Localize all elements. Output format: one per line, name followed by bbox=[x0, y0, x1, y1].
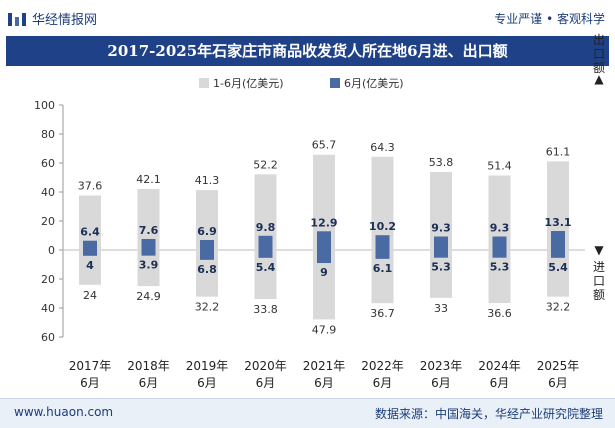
y-tick-label: 60 bbox=[41, 157, 55, 170]
footer: www.huaon.com 数据来源：中国海关，华经产业研究院整理 bbox=[0, 398, 615, 428]
bar-june bbox=[258, 235, 273, 258]
x-tick-label-month: 6月 bbox=[373, 376, 393, 390]
bar-june bbox=[551, 231, 565, 258]
x-tick-label-month: 6月 bbox=[314, 376, 334, 390]
data-label-export-1-6: 37.6 bbox=[78, 179, 103, 192]
bar-1-6 bbox=[79, 195, 101, 285]
x-tick-label-year: 2023年 bbox=[420, 359, 463, 373]
data-label-import-june: 3.9 bbox=[139, 259, 159, 272]
bar-june bbox=[375, 235, 390, 259]
x-tick-label-year: 2021年 bbox=[303, 359, 346, 373]
x-tick-label-year: 2019年 bbox=[186, 359, 229, 373]
data-label-export-june: 9.8 bbox=[256, 221, 276, 234]
data-label-export-1-6: 53.8 bbox=[429, 156, 454, 169]
legend-label-series1: 1-6月(亿美元) bbox=[213, 77, 284, 90]
y-tick-label: 0 bbox=[48, 244, 55, 257]
data-label-export-june: 6.4 bbox=[80, 226, 100, 239]
data-label-export-june: 10.2 bbox=[369, 220, 396, 233]
x-tick-label-year: 2018年 bbox=[127, 359, 170, 373]
y-tick-label: 20 bbox=[41, 215, 55, 228]
data-label-export-1-6: 52.2 bbox=[253, 158, 278, 171]
data-label-export-june: 9.3 bbox=[490, 222, 510, 235]
x-tick-label-month: 6月 bbox=[139, 376, 159, 390]
x-tick-label-month: 6月 bbox=[548, 376, 568, 390]
brand[interactable]: 华经情报网 bbox=[8, 9, 97, 28]
x-tick-label-year: 2024年 bbox=[478, 359, 521, 373]
data-label-export-1-6: 41.3 bbox=[195, 174, 220, 187]
export-axis-label: 出口额 bbox=[592, 33, 605, 75]
export-arrow-icon: ▲ bbox=[594, 72, 604, 86]
bar-june bbox=[200, 239, 214, 260]
x-tick-label-month: 6月 bbox=[80, 376, 100, 390]
data-label-import-1-6: 24 bbox=[83, 289, 97, 302]
bar-june bbox=[434, 236, 448, 258]
import-axis-label: 进口额 bbox=[592, 260, 605, 302]
data-label-import-1-6: 36.7 bbox=[370, 307, 395, 320]
y-tick-label: 100 bbox=[34, 99, 55, 112]
data-label-export-1-6: 64.3 bbox=[370, 141, 395, 154]
bar-1-6 bbox=[547, 161, 569, 297]
x-tick-label-year: 2020年 bbox=[244, 359, 287, 373]
data-label-export-1-6: 42.1 bbox=[136, 173, 161, 186]
legend-swatch-series1 bbox=[199, 78, 209, 88]
y-tick-label: 20 bbox=[41, 273, 55, 286]
data-label-import-june: 5.4 bbox=[256, 261, 276, 274]
data-label-import-1-6: 33.8 bbox=[253, 303, 278, 316]
footer-url[interactable]: www.huaon.com bbox=[14, 405, 114, 419]
data-label-import-1-6: 32.2 bbox=[546, 301, 571, 314]
top-bar: 华经情报网 专业严谨 • 客观科学 bbox=[0, 0, 615, 36]
bar-june bbox=[492, 236, 507, 258]
y-tick-label: 40 bbox=[41, 302, 55, 315]
tagline: 专业严谨 • 客观科学 bbox=[494, 12, 605, 26]
bar-june bbox=[317, 231, 331, 264]
chart: 1-6月(亿美元) 6月(亿美元) 100 80 60 40 20 0 20 40 60 37.6 24… bbox=[34, 77, 585, 390]
x-tick-label-year: 2017年 bbox=[69, 359, 112, 373]
data-label-import-1-6: 24.9 bbox=[136, 290, 161, 303]
data-label-export-june: 6.9 bbox=[197, 225, 217, 238]
data-label-export-1-6: 61.1 bbox=[546, 145, 571, 158]
data-label-import-june: 5.3 bbox=[431, 261, 451, 274]
data-label-export-june: 9.3 bbox=[431, 222, 451, 235]
bar-june bbox=[141, 238, 156, 256]
data-label-export-1-6: 65.7 bbox=[312, 139, 337, 152]
bar-june bbox=[83, 240, 97, 256]
data-label-import-1-6: 32.2 bbox=[195, 301, 220, 314]
y-tick-label: 80 bbox=[41, 128, 55, 141]
data-label-import-june: 4 bbox=[86, 259, 94, 272]
import-arrow-icon: ▼ bbox=[594, 243, 604, 257]
bar-1-6 bbox=[137, 188, 160, 287]
x-tick-label-month: 6月 bbox=[490, 376, 510, 390]
brand-name: 华经情报网 bbox=[32, 13, 98, 28]
data-label-import-june: 9 bbox=[320, 266, 328, 279]
data-label-import-1-6: 47.9 bbox=[312, 323, 337, 336]
data-label-export-june: 12.9 bbox=[310, 216, 337, 229]
data-label-import-1-6: 36.6 bbox=[487, 307, 512, 320]
data-label-import-june: 6.1 bbox=[373, 262, 393, 275]
bar-1-6 bbox=[371, 156, 394, 304]
x-tick-label-month: 6月 bbox=[197, 376, 217, 390]
x-tick-label-year: 2025年 bbox=[537, 359, 580, 373]
y-tick-label: 60 bbox=[41, 331, 55, 344]
x-tick-label-month: 6月 bbox=[256, 376, 276, 390]
bar-1-6 bbox=[430, 171, 452, 298]
x-tick-label-month: 6月 bbox=[431, 376, 451, 390]
chart-title: 2017-2025年石家庄市商品收发货人所在地6月进、出口额 bbox=[6, 36, 609, 66]
legend-label-series2: 6月(亿美元) bbox=[344, 77, 404, 90]
data-label-export-june: 7.6 bbox=[139, 224, 159, 237]
data-label-import-june: 5.4 bbox=[548, 261, 568, 274]
data-label-export-1-6: 51.4 bbox=[487, 159, 512, 172]
x-tick-label-year: 2022年 bbox=[361, 359, 404, 373]
footer-source: 数据来源：中国海关，华经产业研究院整理 bbox=[374, 407, 603, 421]
data-label-import-1-6: 33 bbox=[434, 302, 448, 315]
y-tick-label: 40 bbox=[41, 186, 55, 199]
logo-icon bbox=[8, 12, 26, 26]
data-label-export-june: 13.1 bbox=[544, 216, 571, 229]
legend-swatch-series2 bbox=[330, 78, 340, 88]
data-label-import-june: 6.8 bbox=[197, 263, 217, 276]
data-label-import-june: 5.3 bbox=[490, 261, 510, 274]
